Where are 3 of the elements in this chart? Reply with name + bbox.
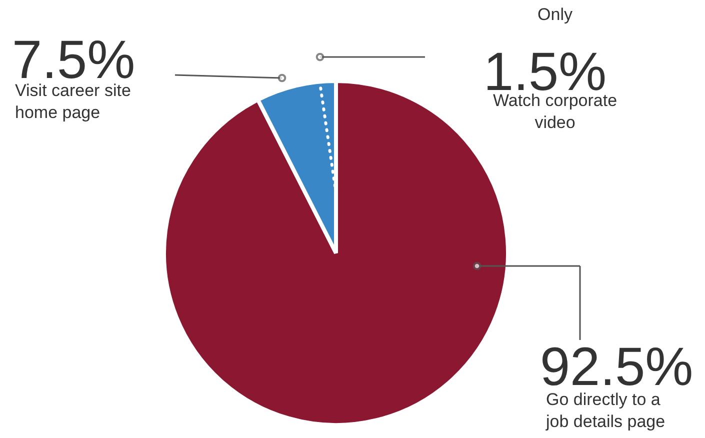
text: Only <box>538 5 573 24</box>
slice-label: Visit career site home page <box>15 81 131 122</box>
text: Watch corporate video <box>492 91 618 132</box>
